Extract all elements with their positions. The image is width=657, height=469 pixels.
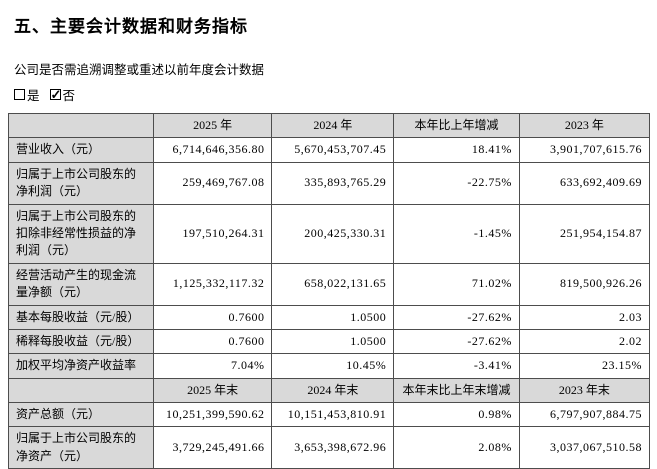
financial-indicators-table: 2025 年 2024 年 本年比上年增减 2023 年 营业收入（元） 6,7… (8, 112, 651, 469)
header-cell-2023-end: 2023 年末 (518, 377, 651, 404)
cell-2025: 0.7600 (152, 328, 273, 355)
cell-2025: 6,714,646,356.80 (152, 137, 273, 163)
cell-2023: 819,500,926.26 (518, 262, 651, 306)
cell-2025: 7.04% (152, 353, 273, 379)
cell-2024-end: 3,653,398,672.96 (271, 426, 395, 469)
table-row-basic-eps: 基本每股收益（元/股） 0.7600 1.0500 -27.62% 2.03 (8, 304, 651, 330)
cell-2023-end: 3,037,067,510.58 (518, 426, 651, 469)
header-cell-yoy-change: 本年比上年增减 (393, 112, 520, 139)
row-label: 稀释每股收益（元/股） (8, 328, 154, 355)
table-row-operating-cash-flow: 经营活动产生的现金流量净额（元） 1,125,332,117.32 658,02… (8, 262, 651, 306)
cell-2023: 23.15% (518, 353, 651, 379)
cell-change: 0.98% (393, 402, 520, 428)
table-row-weighted-avg-roe: 加权平均净资产收益率 7.04% 10.45% -3.41% 23.15% (8, 353, 651, 379)
table-header-year-end: 2025 年末 2024 年末 本年末比上年末增减 2023 年末 (8, 377, 651, 404)
cell-2023-end: 6,797,907,884.75 (518, 402, 651, 428)
option-yes: 是 (14, 85, 40, 104)
option-yes-label: 是 (27, 89, 40, 103)
cell-2024: 1.0500 (271, 304, 395, 330)
header-cell-empty (8, 112, 154, 139)
cell-2024: 200,425,330.31 (271, 203, 395, 264)
cell-2025-end: 10,251,399,590.62 (152, 402, 273, 428)
table-row-net-profit: 归属于上市公司股东的净利润（元） 259,469,767.08 335,893,… (8, 161, 651, 205)
cell-2024: 335,893,765.29 (271, 161, 395, 205)
header-cell-2024: 2024 年 (271, 112, 395, 139)
table-row-diluted-eps: 稀释每股收益（元/股） 0.7600 1.0500 -27.62% 2.02 (8, 328, 651, 355)
cell-2024: 5,670,453,707.45 (271, 137, 395, 163)
header-cell-2025: 2025 年 (152, 112, 273, 139)
checkbox-checked-icon (49, 87, 61, 103)
option-no: 否 (49, 85, 76, 104)
row-label: 归属于上市公司股东的净资产（元） (8, 426, 154, 469)
restate-question: 公司是否需追溯调整或重述以前年度会计数据 (14, 63, 265, 77)
cell-change: -22.75% (393, 161, 520, 205)
row-label: 资产总额（元） (8, 402, 154, 428)
table-row-net-assets: 归属于上市公司股东的净资产（元） 3,729,245,491.66 3,653,… (8, 426, 651, 469)
row-label: 加权平均净资产收益率 (8, 353, 154, 379)
cell-2023: 633,692,409.69 (518, 161, 651, 205)
row-label: 归属于上市公司股东的扣除非经常性损益的净利润（元） (8, 203, 154, 264)
restate-options: 是 否 (14, 85, 649, 104)
header-cell-2024-end: 2024 年末 (271, 377, 395, 404)
table-row-total-assets: 资产总额（元） 10,251,399,590.62 10,151,453,810… (8, 402, 651, 428)
cell-2025-end: 3,729,245,491.66 (152, 426, 273, 469)
cell-2024-end: 10,151,453,810.91 (271, 402, 395, 428)
row-label: 归属于上市公司股东的净利润（元） (8, 161, 154, 205)
cell-2023: 2.03 (518, 304, 651, 330)
table-header-annual: 2025 年 2024 年 本年比上年增减 2023 年 (8, 112, 651, 139)
cell-2024: 10.45% (271, 353, 395, 379)
cell-change: -1.45% (393, 203, 520, 264)
cell-2025: 1,125,332,117.32 (152, 262, 273, 306)
cell-2025: 259,469,767.08 (152, 161, 273, 205)
header-cell-empty (8, 377, 154, 404)
cell-change: 2.08% (393, 426, 520, 469)
table-row-revenue: 营业收入（元） 6,714,646,356.80 5,670,453,707.4… (8, 137, 651, 163)
section-title: 五、主要会计数据和财务指标 (14, 17, 248, 36)
cell-change: 18.41% (393, 137, 520, 163)
cell-2025: 197,510,264.31 (152, 203, 273, 264)
cell-change: -27.62% (393, 304, 520, 330)
checkbox-unchecked-icon (14, 89, 25, 100)
cell-2024: 1.0500 (271, 328, 395, 355)
cell-2024: 658,022,131.65 (271, 262, 395, 306)
row-label: 经营活动产生的现金流量净额（元） (8, 262, 154, 306)
option-no-label: 否 (62, 89, 76, 103)
cell-change: 71.02% (393, 262, 520, 306)
cell-2025: 0.7600 (152, 304, 273, 330)
cell-2023: 251,954,154.87 (518, 203, 651, 264)
row-label: 基本每股收益（元/股） (8, 304, 154, 330)
cell-2023: 3,901,707,615.76 (518, 137, 651, 163)
row-label: 营业收入（元） (8, 137, 154, 163)
header-cell-2023: 2023 年 (518, 112, 651, 139)
table-row-net-profit-excl-nonrecurring: 归属于上市公司股东的扣除非经常性损益的净利润（元） 197,510,264.31… (8, 203, 651, 264)
header-cell-2025-end: 2025 年末 (152, 377, 273, 404)
cell-2023: 2.02 (518, 328, 651, 355)
cell-change: -3.41% (393, 353, 520, 379)
header-cell-yoy-end-change: 本年末比上年末增减 (393, 377, 520, 404)
cell-change: -27.62% (393, 328, 520, 355)
